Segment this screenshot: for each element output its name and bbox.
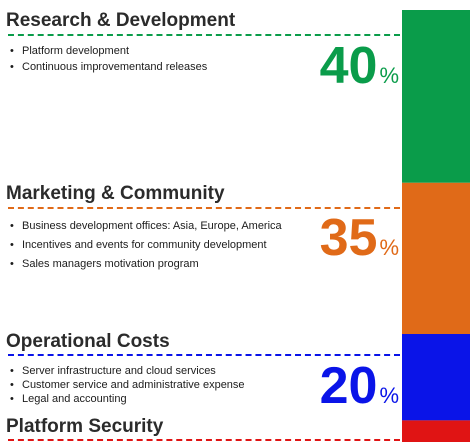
list-item: Platform development (8, 43, 207, 59)
list-item: Server infrastructure and cloud services (8, 364, 245, 378)
percent-value-rd: 40% (320, 40, 399, 92)
list-item: Incentives and events for community deve… (8, 236, 282, 255)
bar-segment-security (402, 420, 470, 442)
bar-segment-rd (402, 10, 470, 183)
bar-segment-operational (402, 334, 470, 421)
stacked-bar (402, 10, 470, 442)
percent-value-operational: 20% (320, 360, 399, 412)
section-rule-security (8, 439, 400, 441)
section-title-marketing: Marketing & Community (6, 183, 225, 204)
list-item: Sales managers motivation program (8, 255, 282, 274)
percent-number: 40 (319, 37, 378, 95)
section-rule-rd (8, 34, 400, 36)
bullet-list-rd: Platform development Continuous improvem… (8, 43, 207, 75)
section-title-operational: Operational Costs (6, 331, 170, 352)
list-item: Customer service and administrative expe… (8, 378, 245, 392)
section-title-security: Platform Security (6, 416, 164, 437)
percent-number: 35 (319, 209, 378, 267)
percent-sign: % (379, 63, 399, 88)
bar-segment-marketing (402, 182, 470, 334)
list-item: Legal and accounting (8, 392, 245, 406)
percent-sign: % (379, 235, 399, 260)
section-rule-marketing (8, 207, 400, 209)
bullet-list-operational: Server infrastructure and cloud services… (8, 364, 245, 406)
percent-sign: % (379, 383, 399, 408)
list-item: Continuous improvementand releases (8, 59, 207, 75)
list-item: Business development offices: Asia, Euro… (8, 217, 282, 236)
section-rule-operational (8, 354, 400, 356)
percent-value-marketing: 35% (320, 212, 399, 264)
section-title-rd: Research & Development (6, 10, 236, 31)
bullet-list-marketing: Business development offices: Asia, Euro… (8, 217, 282, 274)
percent-number: 20 (319, 357, 378, 415)
